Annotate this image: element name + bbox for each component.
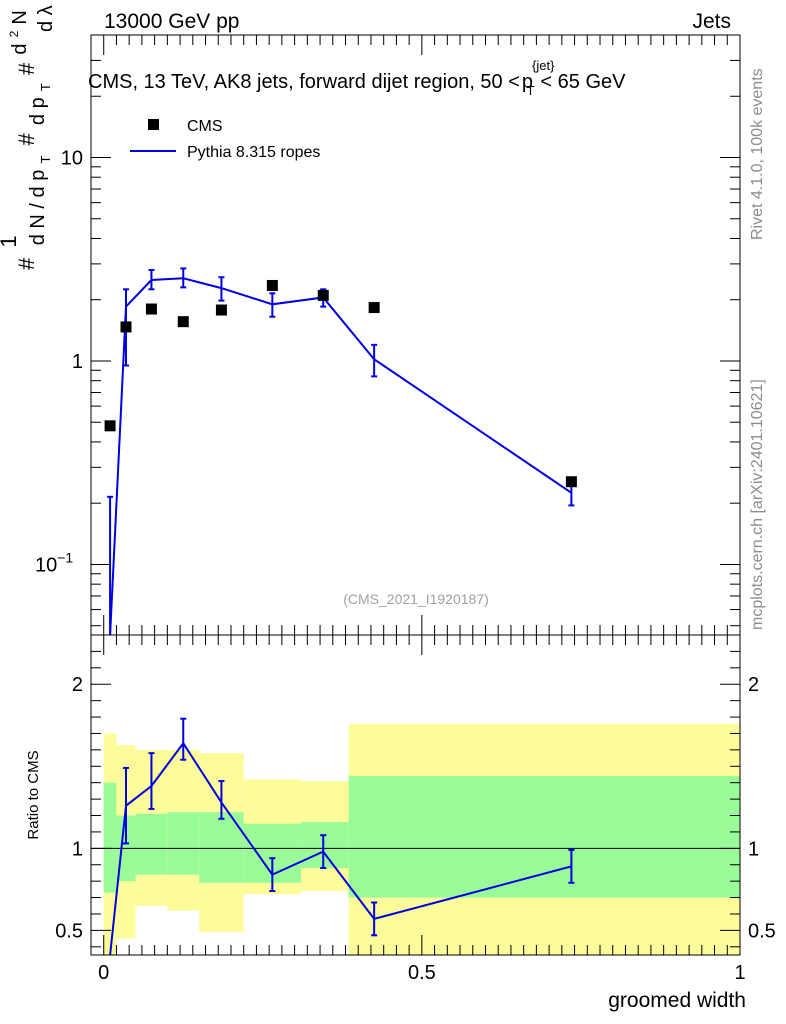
legend-cms-label: CMS bbox=[187, 118, 223, 135]
main-ytick-label: 1 bbox=[72, 351, 83, 373]
main-ytick-label: 10−1 bbox=[35, 549, 73, 576]
legend-cms-marker bbox=[148, 119, 159, 130]
cms-point bbox=[177, 316, 189, 328]
analysis-watermark: (CMS_2021_I1920187) bbox=[343, 591, 489, 607]
main-ylabel: # 1 d N / d p T # d p T # d 2 N d λ bbox=[0, 4, 57, 270]
ratio-ytick-label-left: 0.5 bbox=[55, 920, 83, 942]
side-label-rivet: Rivet 4.1.0, 100k events bbox=[749, 68, 766, 240]
ratio-frame bbox=[90, 634, 741, 956]
cms-point bbox=[317, 289, 329, 301]
ratio-band-green bbox=[348, 776, 740, 898]
cms-point bbox=[120, 321, 132, 333]
ratio-ytick-label-right: 0.5 bbox=[748, 920, 776, 942]
ratio-xtick-label: 1 bbox=[734, 962, 745, 984]
ratio-panel: 0 0.5 10.5 0.51 12 2 Ratio to CMS groomed wid… bbox=[25, 634, 776, 1012]
ratio-band-green bbox=[300, 822, 349, 869]
ratio-ytick-label-right: 1 bbox=[748, 838, 759, 860]
main-title: CMS, 13 TeV, AK8 jets, forward dijet reg… bbox=[88, 58, 626, 98]
ratio-band-green bbox=[167, 812, 200, 875]
pythia-line bbox=[109, 277, 572, 636]
ratio-xtick-label: 0.5 bbox=[408, 962, 436, 984]
ratio-ytick-label-right: 2 bbox=[748, 674, 759, 696]
cms-point bbox=[145, 303, 157, 315]
ratio-ytick-label-left: 2 bbox=[72, 674, 83, 696]
ratio-band-green bbox=[199, 812, 244, 883]
legend-pythia-label: Pythia 8.315 ropes bbox=[187, 144, 320, 161]
cms-point bbox=[104, 420, 116, 432]
ratio-band-green bbox=[103, 782, 117, 893]
ratio-xtick-label: 0 bbox=[98, 962, 109, 984]
ratio-xlabel: groomed width bbox=[608, 989, 746, 1012]
cms-point bbox=[215, 304, 227, 316]
ratio-ylabel: Ratio to CMS bbox=[25, 750, 42, 839]
main-panel: 10−1 1 10 CMS, 13 TeV, AK8 jets, forward d… bbox=[0, 4, 741, 636]
ratio-band-green bbox=[135, 813, 168, 875]
main-ytick-label: 10 bbox=[61, 148, 83, 170]
cms-point bbox=[368, 302, 380, 314]
header-left: 13000 GeV pp bbox=[104, 10, 239, 33]
side-label-mcplots: mcplots.cern.ch [arXiv:2401.10621] bbox=[749, 379, 766, 630]
cms-point bbox=[266, 279, 278, 291]
header-right: Jets bbox=[692, 10, 731, 33]
cms-point bbox=[565, 476, 577, 488]
ratio-ytick-label-left: 1 bbox=[72, 838, 83, 860]
